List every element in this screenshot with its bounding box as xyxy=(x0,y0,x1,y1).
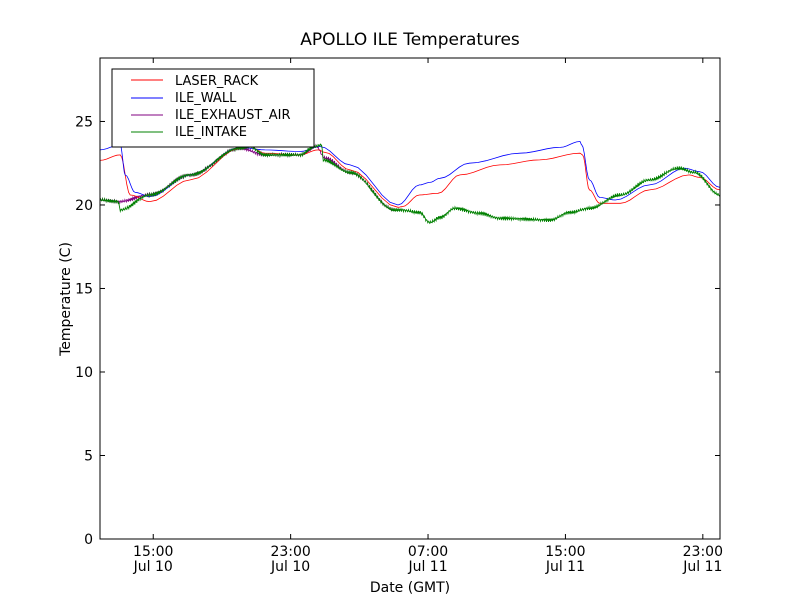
series-group xyxy=(99,141,721,225)
x-tick-label-time: 15:00 xyxy=(545,544,585,560)
y-axis-label: Temperature (C) xyxy=(58,242,74,357)
x-tick-label-date: Jul 11 xyxy=(407,559,447,575)
legend-label-ile-exhaust-air: ILE_EXHAUST_AIR xyxy=(175,108,291,123)
x-tick-label-time: 23:00 xyxy=(270,544,310,560)
y-tick-label: 20 xyxy=(75,198,93,214)
x-axis-label: Date (GMT) xyxy=(370,580,450,596)
series-line-laser-rack xyxy=(99,146,721,208)
y-tick-label: 5 xyxy=(84,448,93,464)
x-tick-label-date: Jul 11 xyxy=(545,559,585,575)
x-tick-label-time: 23:00 xyxy=(683,544,723,560)
y-tick-label: 15 xyxy=(75,281,93,297)
legend-label-laser-rack: LASER_RACK xyxy=(175,74,259,89)
x-tick-label-date: Jul 10 xyxy=(133,559,173,575)
x-tick-label-time: 07:00 xyxy=(408,544,448,560)
legend-label-ile-intake: ILE_INTAKE xyxy=(175,125,247,140)
plot-frame xyxy=(99,57,721,540)
x-tick-label-time: 15:00 xyxy=(133,544,173,560)
x-tick-label-date: Jul 10 xyxy=(270,559,310,575)
legend-box xyxy=(111,68,315,148)
y-tick-label: 10 xyxy=(75,365,93,381)
y-tick-label: 25 xyxy=(75,114,93,130)
chart-title: APOLLO ILE Temperatures xyxy=(300,30,520,50)
y-tick-label: 0 xyxy=(84,532,93,548)
legend-label-ile-wall: ILE_WALL xyxy=(175,91,237,106)
legend: LASER_RACK ILE_WALL ILE_EXHAUST_AIR ILE_… xyxy=(111,68,315,148)
series-line-ile-intake xyxy=(99,143,721,225)
x-tick-label-date: Jul 11 xyxy=(682,559,722,575)
